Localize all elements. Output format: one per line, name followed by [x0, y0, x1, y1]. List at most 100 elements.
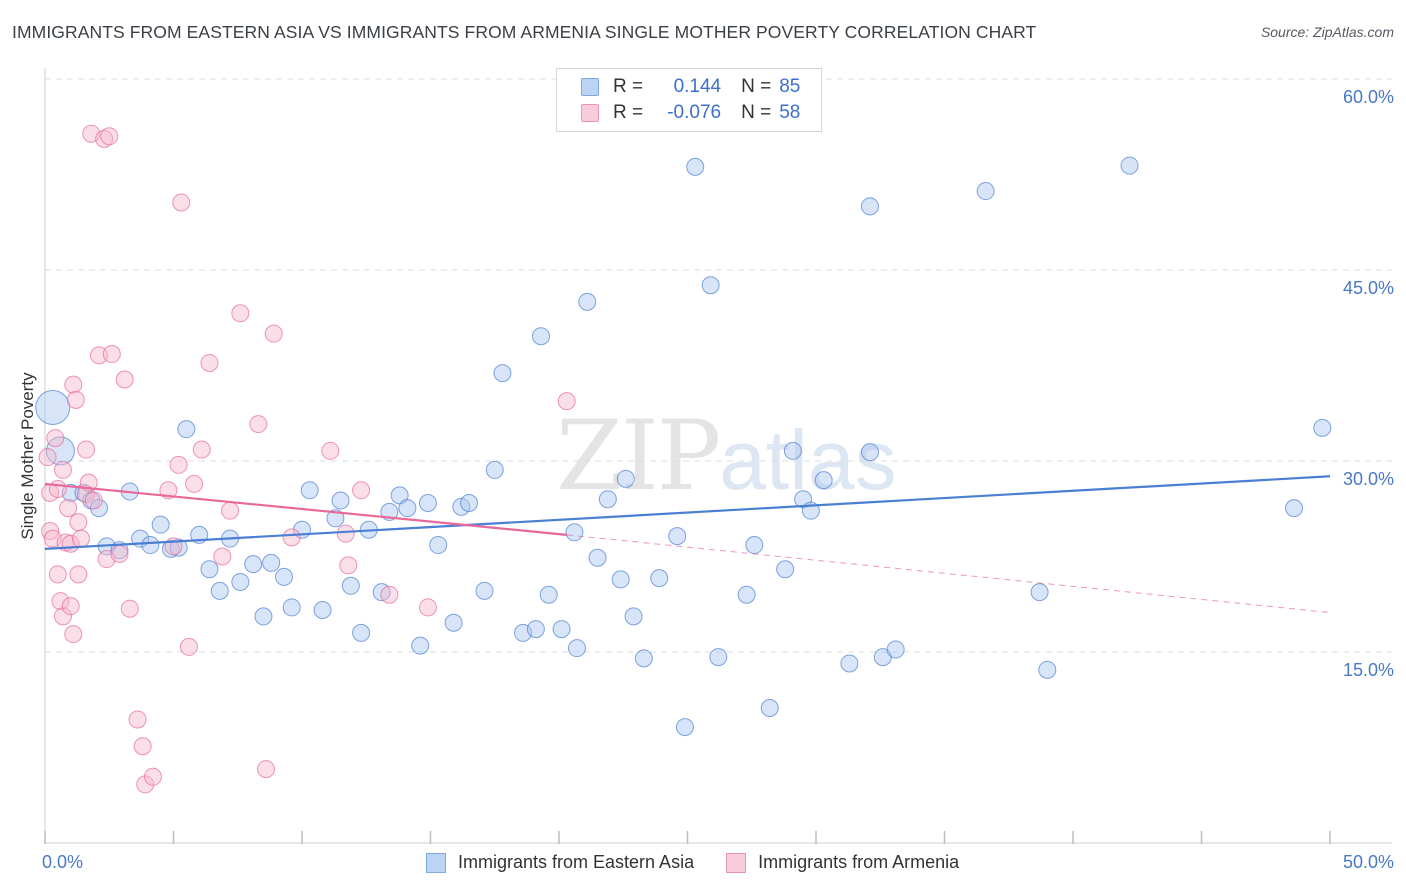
point-armenia — [53, 607, 72, 626]
point-armenia — [102, 345, 121, 364]
watermark-zip: ZIP — [556, 400, 721, 512]
point-armenia — [380, 585, 399, 604]
stats-row-eastern-asia: R = 0.144 N = 85 — [581, 75, 800, 99]
point-eastern-asia — [418, 494, 437, 513]
point-eastern-asia — [35, 390, 71, 426]
point-eastern-asia — [598, 490, 617, 509]
point-armenia — [179, 637, 198, 656]
point-eastern-asia — [313, 600, 332, 619]
point-armenia — [61, 597, 80, 616]
point-eastern-asia — [611, 570, 630, 589]
r-label: R = — [613, 102, 644, 123]
point-armenia — [51, 592, 70, 611]
point-eastern-asia — [745, 536, 764, 555]
point-armenia — [221, 501, 240, 520]
point-armenia — [69, 513, 88, 532]
point-armenia — [48, 480, 67, 499]
point-eastern-asia — [262, 553, 281, 572]
point-eastern-asia — [300, 481, 319, 500]
point-eastern-asia — [668, 527, 687, 546]
point-armenia — [77, 485, 96, 504]
point-eastern-asia — [860, 443, 879, 462]
y-tick-label: 60.0% — [1342, 87, 1394, 107]
y-tick-label: 15.0% — [1342, 660, 1394, 680]
point-eastern-asia — [475, 581, 494, 600]
legend: Immigrants from Eastern Asia Immigrants … — [426, 852, 991, 873]
point-eastern-asia — [567, 639, 586, 658]
x-tick-label-min: 0.0% — [42, 852, 84, 872]
point-armenia — [352, 481, 371, 500]
trend-extension-armenia — [566, 534, 1331, 614]
r-value-eastern-asia: 0.144 — [673, 76, 722, 97]
point-eastern-asia — [886, 640, 905, 659]
point-eastern-asia — [783, 441, 802, 460]
point-armenia — [213, 547, 232, 566]
point-eastern-asia — [650, 569, 669, 588]
point-armenia — [64, 625, 83, 644]
point-eastern-asia — [398, 499, 417, 518]
y-tick-label: 45.0% — [1342, 278, 1394, 298]
point-armenia — [192, 440, 211, 459]
point-armenia — [48, 565, 67, 584]
y-tick-label: 30.0% — [1342, 469, 1394, 489]
point-armenia — [169, 455, 188, 474]
eastern-asia-swatch — [581, 78, 599, 96]
n-value-eastern-asia: 85 — [779, 76, 801, 97]
point-eastern-asia — [675, 718, 694, 737]
point-armenia — [418, 598, 437, 617]
point-armenia — [128, 710, 147, 729]
point-armenia — [110, 544, 129, 563]
data-points — [35, 124, 1332, 794]
point-armenia — [136, 775, 155, 794]
point-eastern-asia — [1285, 499, 1304, 518]
point-armenia — [95, 129, 114, 148]
point-eastern-asia — [814, 471, 833, 490]
point-eastern-asia — [565, 523, 584, 542]
point-eastern-asia — [1313, 418, 1332, 437]
n-label: N = — [741, 102, 772, 123]
point-eastern-asia — [616, 469, 635, 488]
point-armenia — [84, 491, 103, 510]
point-armenia — [38, 448, 57, 467]
point-armenia — [115, 370, 134, 389]
point-eastern-asia — [686, 157, 705, 176]
point-armenia — [69, 565, 88, 584]
point-eastern-asia — [141, 536, 160, 555]
point-armenia — [231, 304, 250, 323]
point-armenia — [89, 346, 108, 365]
legend-item-armenia[interactable]: Immigrants from Armenia — [726, 852, 959, 873]
point-eastern-asia — [552, 620, 571, 639]
point-eastern-asia — [976, 182, 995, 201]
point-eastern-asia — [231, 572, 250, 591]
point-eastern-asia — [493, 364, 512, 383]
point-eastern-asia — [578, 292, 597, 311]
stats-box: R = 0.144 N = 85 R = -0.076 N = 58 — [556, 68, 822, 132]
point-armenia — [100, 127, 119, 146]
point-eastern-asia — [1120, 156, 1139, 175]
n-label: N = — [741, 76, 772, 97]
point-eastern-asia — [282, 598, 301, 617]
point-armenia — [282, 528, 301, 547]
point-eastern-asia — [776, 560, 795, 579]
point-eastern-asia — [45, 436, 75, 466]
point-eastern-asia — [177, 420, 196, 439]
point-armenia — [133, 737, 152, 756]
point-armenia — [71, 529, 90, 548]
legend-swatch-eastern-asia — [426, 852, 446, 873]
point-armenia — [77, 440, 96, 459]
point-eastern-asia — [588, 548, 607, 567]
point-eastern-asia — [460, 494, 479, 513]
point-eastern-asia — [275, 567, 294, 586]
legend-item-eastern-asia[interactable]: Immigrants from Eastern Asia — [426, 852, 694, 873]
point-eastern-asia — [326, 509, 345, 528]
point-eastern-asia — [1038, 660, 1057, 679]
point-eastern-asia — [352, 623, 371, 642]
point-armenia — [64, 375, 83, 394]
legend-label-eastern-asia: Immigrants from Eastern Asia — [458, 852, 695, 872]
n-value-armenia: 58 — [779, 102, 801, 123]
point-eastern-asia — [485, 460, 504, 479]
point-armenia — [53, 460, 72, 479]
r-value-armenia: -0.076 — [667, 102, 722, 123]
point-eastern-asia — [539, 585, 558, 604]
